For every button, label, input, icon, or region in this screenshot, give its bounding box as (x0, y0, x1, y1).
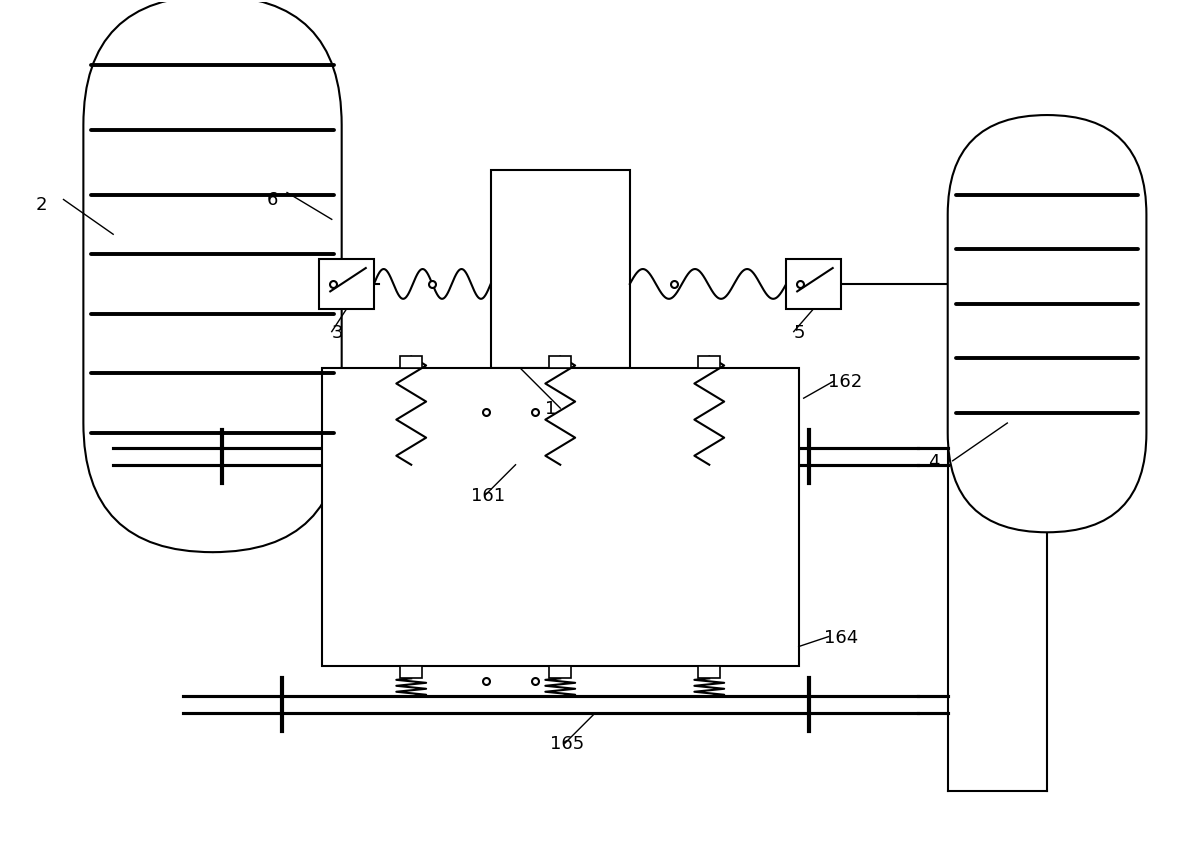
Text: 4: 4 (928, 452, 940, 470)
Text: 5: 5 (794, 323, 806, 341)
Bar (549, 667, 571, 678)
Bar (549, 357, 571, 369)
Bar (400, 357, 423, 369)
Bar (786, 260, 841, 310)
Bar (320, 260, 373, 310)
FancyBboxPatch shape (84, 0, 341, 553)
Bar (400, 667, 423, 678)
Text: 2: 2 (36, 196, 47, 214)
Bar (491, 171, 630, 369)
Text: 6: 6 (267, 191, 279, 209)
Text: 162: 162 (828, 373, 863, 391)
Text: 1: 1 (546, 400, 557, 418)
Bar (698, 667, 721, 678)
Bar (698, 357, 721, 369)
Text: 3: 3 (332, 323, 344, 341)
Text: 164: 164 (824, 628, 858, 646)
FancyBboxPatch shape (948, 116, 1147, 532)
Text: 161: 161 (470, 486, 505, 504)
Bar (322, 369, 798, 667)
Text: 165: 165 (551, 734, 584, 752)
